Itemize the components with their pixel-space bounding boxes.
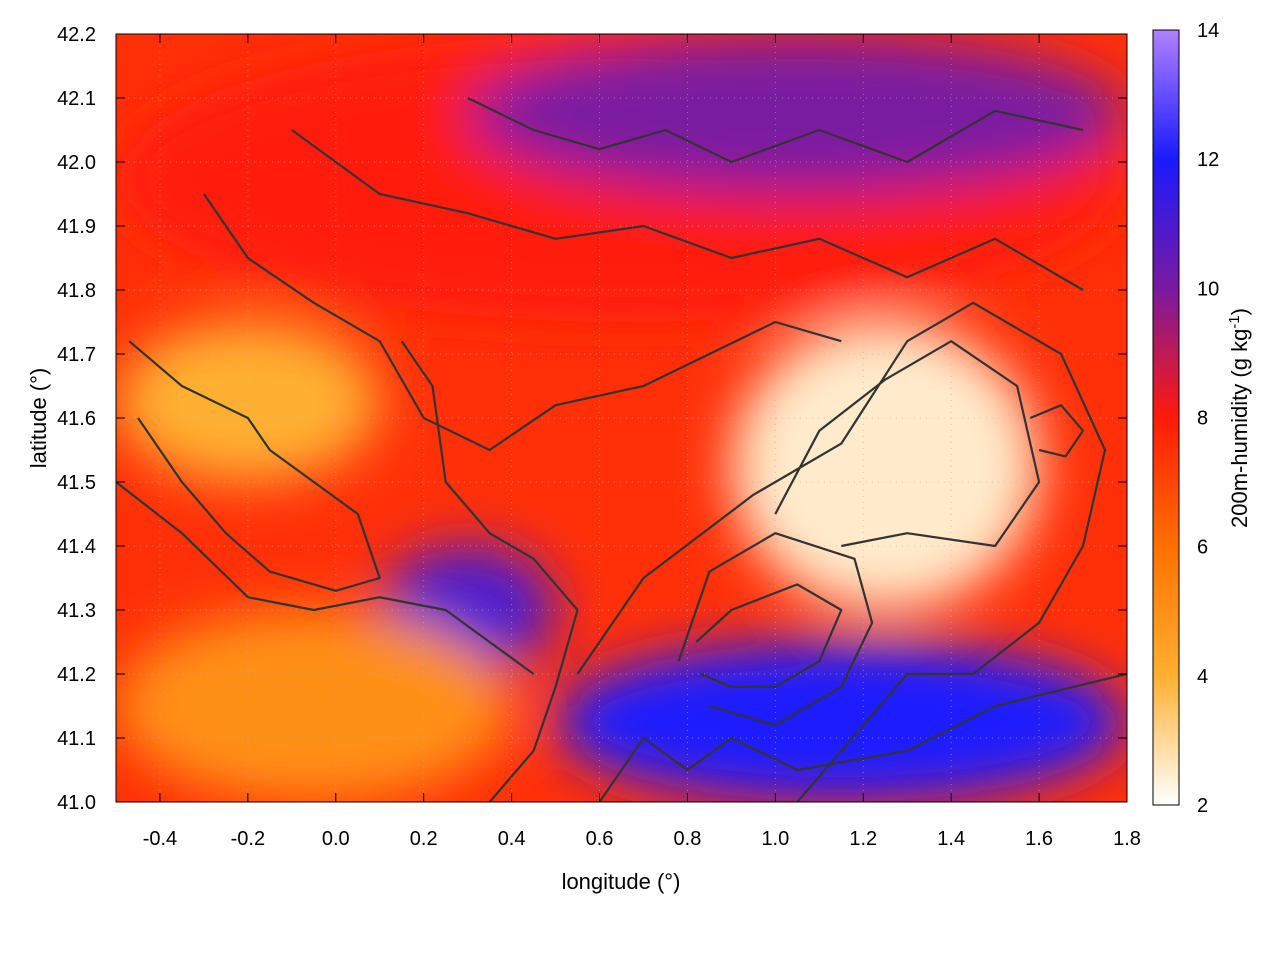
colorbar-tick-label: 8 — [1197, 408, 1208, 430]
y-tick-label: 41.8 — [57, 280, 96, 302]
humidity-region-southern-interior — [116, 610, 512, 802]
y-tick-label: 41.2 — [57, 664, 96, 686]
contour-line — [774, 340, 1041, 548]
y-tick-label: 41.0 — [57, 792, 96, 814]
colorbar-tick-label: 4 — [1197, 666, 1208, 688]
y-tick-label: 41.5 — [57, 472, 96, 494]
colorbar-tick-label: 6 — [1197, 537, 1208, 559]
y-tick-label: 41.3 — [57, 600, 96, 622]
contour-line — [677, 532, 874, 727]
y-tick-label: 41.9 — [57, 216, 96, 238]
y-axis-tick-labels: 41.0 41.1 41.2 41.3 41.4 41.5 41.6 41.7 41.8 41.9… — [57, 24, 96, 814]
x-tick-label: -0.4 — [143, 828, 177, 850]
x-axis-tick-labels: -0.4 -0.2 0.0 0.2 0.4 0.6 0.8 1.0 1.2 1.4 1.6 1.8 — [143, 828, 1141, 850]
colorbar-label-exponent: -1 — [1226, 315, 1243, 328]
colorbar — [1152, 29, 1180, 806]
x-tick-label: 0.6 — [586, 828, 614, 850]
contour-lines — [116, 97, 1127, 802]
contour-line — [400, 340, 579, 802]
y-axis-label: latitude (°) — [26, 368, 51, 469]
x-tick-label: 1.4 — [937, 828, 965, 850]
y-tick-label: 42.1 — [57, 88, 96, 110]
y-tick-label: 42.0 — [57, 152, 96, 174]
x-tick-label: -0.2 — [231, 828, 265, 850]
colorbar-label: 200m-humidity (g kg-1) — [1226, 308, 1253, 528]
humidity-region-western-valley — [116, 322, 380, 482]
colorbar-tick-label: 14 — [1197, 20, 1219, 42]
contour-line — [598, 672, 1127, 802]
x-tick-label: 1.0 — [761, 828, 789, 850]
x-tick-label: 0.2 — [410, 828, 438, 850]
contour-line — [576, 301, 1107, 802]
y-tick-label: 42.2 — [57, 24, 96, 46]
colorbar-label-main: 200m-humidity (g kg — [1227, 329, 1252, 528]
humidity-field — [116, 34, 1127, 802]
contour-line — [1029, 404, 1085, 458]
colorbar-label-close: ) — [1227, 308, 1252, 315]
y-tick-label: 41.1 — [57, 728, 96, 750]
contour-line — [202, 193, 842, 452]
x-tick-label: 1.2 — [849, 828, 877, 850]
y-tick-label: 41.6 — [57, 408, 96, 430]
x-tick-label: 1.8 — [1113, 828, 1141, 850]
colorbar-tick-label: 10 — [1197, 278, 1219, 300]
x-axis-label: longitude (°) — [562, 869, 681, 894]
contour-line — [467, 97, 1084, 164]
humidity-region-north-east-moist-band — [467, 34, 1127, 194]
contour-line — [128, 340, 381, 592]
contour-line — [695, 583, 843, 688]
x-tick-label: 0.8 — [674, 828, 702, 850]
colorbar-tick-label: 2 — [1197, 795, 1208, 817]
colorbar-tick-labels: 2 4 6 8 10 12 14 — [1197, 20, 1219, 817]
x-tick-label: 0.0 — [322, 828, 350, 850]
contour-line — [116, 481, 535, 675]
colorbar-tick-label: 12 — [1197, 149, 1219, 171]
x-tick-label: 0.4 — [498, 828, 526, 850]
humidity-regions — [116, 34, 1127, 802]
y-tick-label: 41.7 — [57, 344, 96, 366]
humidity-region-central-dry-plateau — [731, 322, 1040, 610]
y-tick-label: 41.4 — [57, 536, 96, 558]
contour-line — [291, 129, 1084, 291]
humidity-region-coastal-sea — [555, 642, 1127, 802]
x-tick-label: 1.6 — [1025, 828, 1053, 850]
